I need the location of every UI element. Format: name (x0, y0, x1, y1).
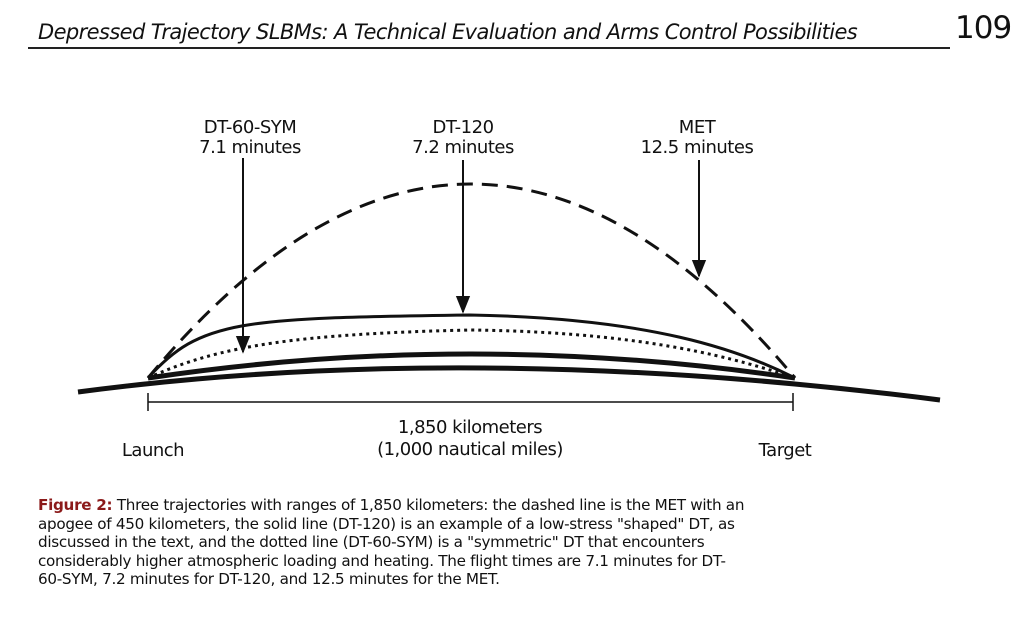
running-header: Depressed Trajectory SLBMs: A Technical … (28, 14, 950, 49)
caption-label: Figure 2: (38, 496, 113, 514)
trajectory-time: 7.2 minutes (412, 137, 514, 158)
figure-caption: Figure 2: Three trajectories with ranges… (38, 496, 998, 589)
low-trajectory (147, 351, 796, 381)
caption-line: apogee of 450 kilometers, the solid line… (38, 514, 735, 533)
range-distance: 1,850 kilometers (398, 417, 542, 438)
caption-line: 60-SYM, 7.2 minutes for DT-120, and 12.5… (38, 570, 500, 588)
launch-label: Launch (122, 440, 184, 461)
earth-surface (77, 365, 941, 403)
trajectory-diagram: DT-60-SYM 7.1 minutes DT-120 7.2 minutes… (77, 117, 941, 461)
caption-text: Three trajectories with ranges of 1,850 … (116, 496, 745, 514)
caption-line: discussed in the text, and the dotted li… (38, 533, 705, 551)
trajectory-name: DT-60-SYM (204, 117, 297, 138)
trajectory-time: 7.1 minutes (199, 137, 301, 158)
dt60sym-trajectory (147, 328, 796, 380)
trajectory-name: MET (679, 117, 717, 138)
page-number: 109 (955, 10, 1012, 46)
caption-line: considerably higher atmospheric loading … (38, 551, 726, 570)
target-label: Target (758, 440, 812, 461)
trajectory-name: DT-120 (432, 117, 493, 138)
range-nautical: (1,000 nautical miles) (377, 439, 563, 460)
header-title: Depressed Trajectory SLBMs: A Technical … (38, 20, 858, 44)
trajectory-time: 12.5 minutes (641, 137, 754, 158)
caption-line: Figure 2: Three trajectories with ranges… (38, 496, 998, 515)
met-trajectory (146, 182, 797, 379)
dt120-trajectory (146, 313, 796, 380)
